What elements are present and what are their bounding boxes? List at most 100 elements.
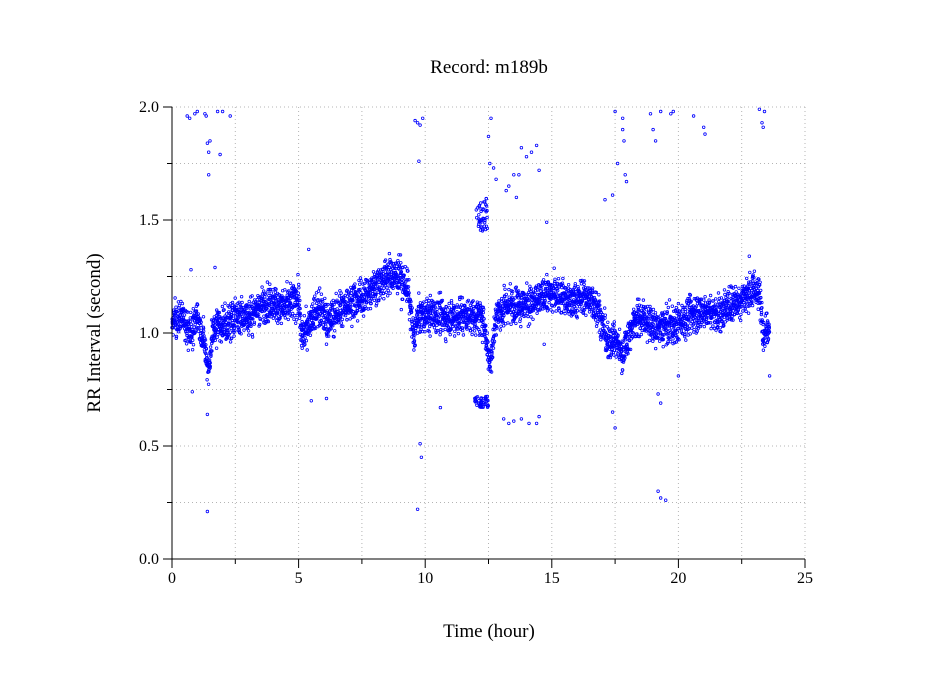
data-point xyxy=(208,361,212,365)
data-point xyxy=(378,296,382,300)
data-point xyxy=(510,313,514,317)
data-point xyxy=(539,286,543,291)
data-point xyxy=(666,331,671,336)
data-point xyxy=(323,314,327,318)
data-point xyxy=(412,339,417,343)
data-point xyxy=(187,116,192,120)
data-point xyxy=(552,266,556,270)
data-point xyxy=(345,318,349,322)
data-point xyxy=(669,112,673,116)
data-point xyxy=(478,228,483,232)
data-point xyxy=(407,278,411,282)
data-point xyxy=(249,324,253,328)
data-point xyxy=(628,347,633,352)
data-point xyxy=(504,292,508,297)
data-point xyxy=(477,213,481,217)
data-point xyxy=(191,343,196,347)
data-point xyxy=(644,308,649,312)
data-point xyxy=(529,150,534,154)
data-point xyxy=(210,340,215,344)
data-point xyxy=(623,173,627,177)
data-point xyxy=(249,323,253,327)
data-point xyxy=(613,426,617,430)
data-point xyxy=(398,253,403,257)
data-point xyxy=(433,305,437,309)
data-point xyxy=(705,304,709,308)
data-point xyxy=(267,314,271,319)
data-point xyxy=(283,288,287,292)
data-point xyxy=(475,395,480,399)
data-point xyxy=(493,307,498,311)
data-point xyxy=(750,288,754,293)
data-point xyxy=(688,293,693,297)
data-points xyxy=(170,107,772,514)
data-point xyxy=(494,317,498,321)
data-point xyxy=(370,280,374,284)
data-point xyxy=(213,265,217,270)
data-point xyxy=(401,297,405,301)
data-point xyxy=(620,371,624,376)
data-point xyxy=(696,326,700,331)
data-point xyxy=(274,287,278,291)
data-point xyxy=(711,299,715,303)
data-point xyxy=(174,336,178,340)
data-point xyxy=(417,309,421,314)
data-point xyxy=(711,324,715,328)
data-point xyxy=(699,323,703,327)
data-point xyxy=(766,337,771,341)
data-point xyxy=(228,330,233,334)
data-point xyxy=(761,322,765,327)
data-point xyxy=(619,350,624,354)
data-point xyxy=(484,323,488,328)
data-point xyxy=(665,310,669,314)
data-point xyxy=(311,322,316,327)
data-point xyxy=(377,268,381,272)
data-point xyxy=(573,284,577,288)
data-point xyxy=(450,321,455,326)
data-point xyxy=(227,336,232,340)
data-point xyxy=(391,270,396,275)
data-point xyxy=(590,286,595,290)
data-point xyxy=(702,125,706,129)
data-point xyxy=(564,286,568,290)
data-point xyxy=(491,343,495,347)
data-point xyxy=(525,281,529,285)
data-point xyxy=(400,266,405,270)
data-point xyxy=(662,333,666,337)
data-point xyxy=(449,301,454,305)
data-point xyxy=(482,317,486,321)
data-point xyxy=(488,365,492,369)
data-point xyxy=(213,323,217,327)
data-point xyxy=(352,315,356,319)
data-point xyxy=(698,324,703,329)
data-point xyxy=(486,367,490,371)
data-point xyxy=(566,302,570,306)
data-point xyxy=(635,332,639,336)
data-point xyxy=(440,298,445,303)
data-point xyxy=(695,301,700,306)
data-point xyxy=(722,323,726,328)
data-point xyxy=(552,289,556,293)
data-point xyxy=(612,353,616,357)
data-point xyxy=(716,322,720,326)
data-point xyxy=(759,311,764,315)
data-point xyxy=(374,304,378,308)
data-point xyxy=(209,353,213,357)
data-point xyxy=(547,300,551,305)
data-point xyxy=(497,299,501,303)
data-point xyxy=(298,311,302,315)
data-point xyxy=(394,264,399,269)
data-point xyxy=(498,328,503,332)
data-point xyxy=(467,326,471,330)
data-point xyxy=(460,328,465,333)
data-point xyxy=(735,311,740,316)
data-point xyxy=(572,292,576,296)
data-point xyxy=(266,319,271,324)
data-point xyxy=(427,329,431,334)
data-point xyxy=(494,177,498,181)
data-point xyxy=(265,313,269,317)
data-point xyxy=(527,421,531,426)
data-point xyxy=(471,299,475,303)
data-point xyxy=(752,269,757,273)
data-point xyxy=(339,321,343,325)
